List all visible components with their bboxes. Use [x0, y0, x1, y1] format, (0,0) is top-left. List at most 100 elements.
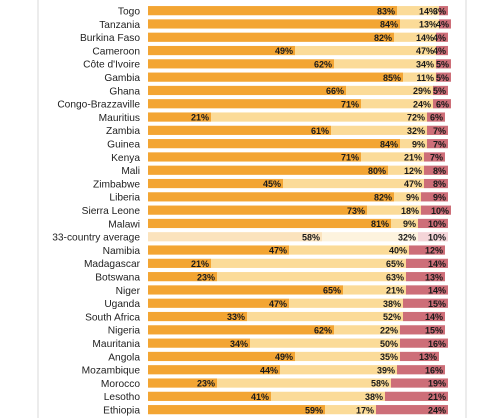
value-label-2: 63% — [386, 272, 404, 282]
bar-segment-2 — [346, 85, 433, 96]
bar-segment-2 — [403, 72, 436, 82]
bar-segment-1 — [148, 59, 334, 69]
value-label-1: 33% — [227, 312, 245, 322]
bar-row: Liberia 82% 9% 9% — [109, 192, 448, 204]
value-label-3: 13% — [419, 352, 437, 362]
bar-row: Mozambique 44% 39% 16% — [82, 365, 445, 377]
bar-segment-2 — [331, 125, 427, 135]
bar-segment-2 — [400, 19, 439, 29]
bar-row: Burkina Faso 82% 14%4% — [80, 32, 448, 44]
bar-segment-2 — [361, 99, 433, 109]
value-label-2: 58% — [371, 379, 389, 389]
bar-segment-2 — [289, 298, 403, 308]
bar-segment-3 — [424, 165, 448, 175]
bar-segment-2 — [391, 218, 418, 229]
category-label: Morocco — [101, 379, 140, 390]
bar-row: Angola 49% 35% 13% — [108, 351, 439, 363]
value-label-3: 14% — [425, 312, 443, 322]
value-label-3: 7% — [433, 126, 446, 136]
value-label-1: 80% — [368, 166, 386, 176]
value-label-2: 38% — [365, 392, 383, 402]
bar-row: Lesotho 41% 38% 21% — [104, 391, 448, 403]
bar-segment-2 — [295, 45, 436, 56]
category-label: Mauritius — [99, 113, 140, 124]
bar-segment-1 — [148, 205, 367, 215]
value-label-3: 4% — [436, 20, 449, 30]
value-label-3: 15% — [425, 325, 443, 335]
bar-segment-2 — [283, 178, 424, 189]
bar-segment-1 — [148, 178, 283, 189]
category-label: Gambia — [104, 73, 140, 84]
value-label-2: 9% — [412, 139, 425, 149]
value-label-1: 82% — [374, 192, 392, 202]
category-label: Ethiopia — [103, 405, 140, 416]
value-label-3: 6% — [430, 113, 443, 123]
bar-segment-3 — [418, 232, 448, 242]
bar-segment-2 — [211, 258, 406, 268]
bar-row: Morocco 23% 58% 19% — [101, 378, 448, 390]
value-label-2: 14% — [419, 6, 437, 16]
bar-segment-1 — [148, 365, 280, 375]
value-label-2: 24% — [413, 99, 431, 109]
value-label-3: 8% — [433, 166, 446, 176]
bar-segment-1 — [148, 338, 250, 348]
category-label: Ghana — [109, 86, 140, 97]
bar-segment-2 — [394, 32, 436, 42]
bar-row: Zambia 61% 32% 7% — [106, 125, 448, 137]
category-label: Namibia — [103, 246, 141, 257]
category-label: Mozambique — [82, 366, 141, 377]
bar-segment-1 — [148, 112, 211, 122]
value-label-1: 44% — [260, 365, 278, 375]
value-label-2: 29% — [413, 86, 431, 96]
bar-segment-2 — [325, 405, 376, 415]
bar-segment-1 — [148, 192, 394, 202]
bar-segment-1 — [148, 139, 400, 149]
category-label: South Africa — [85, 312, 140, 323]
bar-segment-2 — [397, 6, 439, 16]
bar-segment-3 — [427, 112, 445, 122]
bar-segment-3 — [403, 298, 448, 308]
value-label-3: 8% — [433, 179, 446, 189]
value-label-2: 9% — [406, 192, 419, 202]
bar-segment-2 — [343, 285, 406, 295]
chart-frame — [37, 0, 467, 418]
bar-segment-1 — [148, 272, 217, 282]
value-label-1: 71% — [341, 153, 359, 163]
bar-segment-3 — [385, 391, 448, 401]
value-label-1: 59% — [305, 405, 323, 415]
bar-row: Malawi 81% 9% 10% — [108, 218, 448, 230]
value-label-1: 82% — [374, 33, 392, 43]
value-label-3: 7% — [430, 153, 443, 163]
bar-segment-2 — [400, 139, 427, 149]
bar-segment-1 — [148, 125, 331, 135]
bar-segment-1 — [148, 165, 388, 175]
bar-segment-1 — [148, 351, 295, 362]
bar-segment-3 — [406, 285, 448, 295]
bar-segment-3 — [433, 99, 451, 109]
value-label-2: 21% — [404, 153, 422, 163]
bar-segment-2 — [289, 245, 409, 255]
bar-segment-3 — [391, 378, 448, 388]
bar-segment-1 — [148, 232, 322, 242]
bar-segment-2 — [334, 59, 436, 69]
category-label: Burkina Faso — [80, 33, 140, 44]
bar-segment-3 — [436, 72, 451, 82]
value-label-1: 84% — [380, 20, 398, 30]
bar-segment-2 — [367, 205, 421, 215]
bar-segment-1 — [148, 32, 394, 42]
bar-segment-3 — [397, 365, 445, 375]
value-label-1: 21% — [191, 113, 209, 123]
value-label-1: 47% — [269, 246, 287, 256]
value-label-1: 85% — [383, 73, 401, 83]
value-label-1: 45% — [263, 179, 281, 189]
value-label-2: 40% — [389, 246, 407, 256]
category-label: Lesotho — [104, 392, 141, 403]
value-label-1: 62% — [314, 325, 332, 335]
value-label-3: 12% — [425, 246, 443, 256]
value-label-2: 38% — [383, 299, 401, 309]
value-label-3: 5% — [436, 73, 449, 83]
bar-segment-2 — [211, 112, 427, 122]
value-label-2: 17% — [356, 405, 374, 415]
bar-segment-1 — [148, 391, 271, 401]
value-label-3: 16% — [425, 365, 443, 375]
